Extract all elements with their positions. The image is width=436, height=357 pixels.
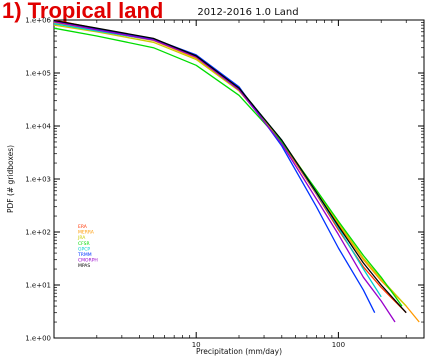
y-axis-label: PDF (# gridboxes) [6,145,15,213]
series-line-jra [53,24,407,307]
y-tick-label: 1.e+00 [25,335,51,343]
legend-entry-mpas: MPAS [78,263,90,269]
legend-entry-cfsr: CFSR [78,241,90,247]
x-axis-label: Precipitation (mm/day) [196,347,282,356]
series-line-cfsr [53,27,403,307]
y-axis: 1.e+00 1.e+01 1.e+02 1.e+03 1.e+04 1.e+05 1.e+… [25,17,424,343]
legend-entry-cmorph: CMORPH [78,258,98,264]
series-line-trmm [53,20,376,313]
series-line-era [53,19,407,314]
chart-title: 2012-2016 1.0 Land [197,7,298,18]
series-line-cmorph [53,21,396,323]
y-tick-label: 1.e+03 [25,176,51,184]
y-tick-label: 1.e+06 [25,17,51,25]
x-tick-label: 100 [332,341,345,349]
y-tick-label: 1.e+01 [25,282,51,290]
x-axis: 10 100 [96,20,407,349]
legend-entry-merra: MERRA [78,230,95,236]
region-title: 1) Tropical land [2,0,163,23]
legend-entry-era: ERA [78,224,88,230]
series-line-gpcp [53,23,382,298]
series-line-mpas [53,19,407,314]
plot-frame [53,19,425,339]
y-tick-label: 1.e+02 [25,229,51,237]
x-tick-label: 10 [192,341,201,349]
legend-entry-trmm: TRMM [77,252,92,258]
legend-entry-gpcp: GPCP [78,246,90,252]
y-tick-label: 1.e+04 [25,123,51,131]
series-line-merra [53,21,420,323]
series-layer [53,19,420,323]
y-tick-label: 1.e+05 [25,70,51,78]
legend-entry-jra: JRA [77,235,86,241]
